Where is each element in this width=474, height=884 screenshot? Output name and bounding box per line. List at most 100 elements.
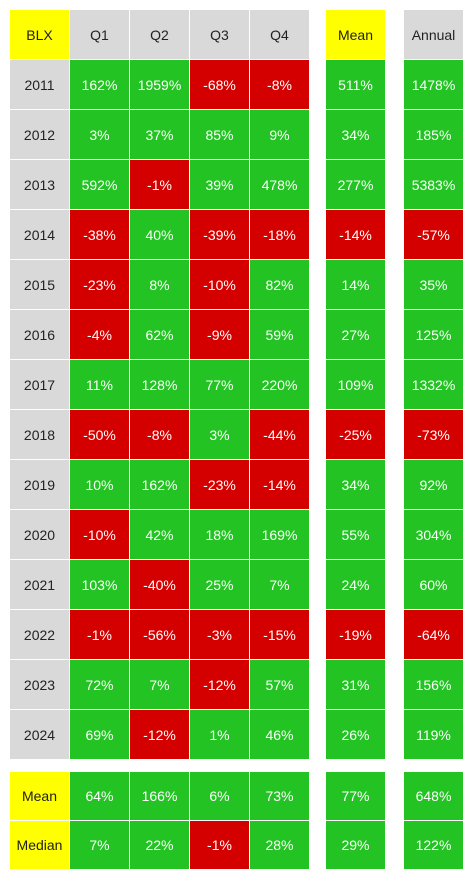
- return-cell: -14%: [250, 460, 310, 510]
- return-cell: 82%: [250, 260, 310, 310]
- return-cell: 10%: [70, 460, 130, 510]
- return-cell: -56%: [130, 610, 190, 660]
- quarter-header-q3: Q3: [190, 10, 250, 60]
- return-cell: -1%: [70, 610, 130, 660]
- return-cell: 40%: [130, 210, 190, 260]
- return-cell: -68%: [190, 60, 250, 110]
- ticker-header: BLX: [10, 10, 70, 60]
- year-label: 2011: [10, 60, 70, 110]
- stat-cell: 73%: [250, 772, 310, 821]
- return-cell: 7%: [250, 560, 310, 610]
- stat-annual-cell: 648%: [404, 772, 464, 821]
- year-label: 2019: [10, 460, 70, 510]
- return-cell: 77%: [190, 360, 250, 410]
- row-mean-cell: -19%: [326, 610, 386, 660]
- annual-return-cell: 1332%: [404, 360, 464, 410]
- return-cell: -3%: [190, 610, 250, 660]
- return-cell: 37%: [130, 110, 190, 160]
- return-cell: -8%: [250, 60, 310, 110]
- stat-cell: 7%: [70, 821, 130, 870]
- return-cell: 59%: [250, 310, 310, 360]
- row-mean-cell: 511%: [326, 60, 386, 110]
- return-cell: 25%: [190, 560, 250, 610]
- year-label: 2021: [10, 560, 70, 610]
- year-label: 2015: [10, 260, 70, 310]
- row-mean-cell: 24%: [326, 560, 386, 610]
- year-label: 2018: [10, 410, 70, 460]
- return-cell: 62%: [130, 310, 190, 360]
- return-cell: -38%: [70, 210, 130, 260]
- row-mean-cell: 277%: [326, 160, 386, 210]
- stat-mean-cell: 29%: [326, 821, 386, 870]
- return-cell: -23%: [190, 460, 250, 510]
- stat-label-median: Median: [10, 821, 70, 870]
- return-cell: -44%: [250, 410, 310, 460]
- annual-header: Annual: [404, 10, 464, 60]
- return-cell: -40%: [130, 560, 190, 610]
- return-cell: -23%: [70, 260, 130, 310]
- row-mean-cell: 31%: [326, 660, 386, 710]
- return-cell: -4%: [70, 310, 130, 360]
- return-cell: 3%: [70, 110, 130, 160]
- return-cell: 3%: [190, 410, 250, 460]
- stat-annual-cell: 122%: [404, 821, 464, 870]
- annual-return-cell: 119%: [404, 710, 464, 760]
- return-cell: -8%: [130, 410, 190, 460]
- row-mean-cell: 109%: [326, 360, 386, 410]
- year-label: 2013: [10, 160, 70, 210]
- return-cell: 46%: [250, 710, 310, 760]
- row-mean-cell: 26%: [326, 710, 386, 760]
- stat-cell: -1%: [190, 821, 250, 870]
- return-cell: -10%: [190, 260, 250, 310]
- return-cell: 85%: [190, 110, 250, 160]
- return-cell: 592%: [70, 160, 130, 210]
- annual-return-cell: 156%: [404, 660, 464, 710]
- year-label: 2022: [10, 610, 70, 660]
- return-cell: 162%: [130, 460, 190, 510]
- return-cell: -1%: [130, 160, 190, 210]
- return-cell: 220%: [250, 360, 310, 410]
- quarter-header-q1: Q1: [70, 10, 130, 60]
- annual-return-cell: 92%: [404, 460, 464, 510]
- year-label: 2012: [10, 110, 70, 160]
- return-cell: 69%: [70, 710, 130, 760]
- year-label: 2016: [10, 310, 70, 360]
- stat-cell: 22%: [130, 821, 190, 870]
- return-cell: 1%: [190, 710, 250, 760]
- stat-cell: 28%: [250, 821, 310, 870]
- annual-return-cell: 125%: [404, 310, 464, 360]
- return-cell: 18%: [190, 510, 250, 560]
- annual-return-cell: 304%: [404, 510, 464, 560]
- row-mean-cell: 34%: [326, 460, 386, 510]
- stat-cell: 166%: [130, 772, 190, 821]
- return-cell: 103%: [70, 560, 130, 610]
- return-cell: -12%: [130, 710, 190, 760]
- return-cell: 42%: [130, 510, 190, 560]
- quarter-header-q4: Q4: [250, 10, 310, 60]
- return-cell: -9%: [190, 310, 250, 360]
- year-label: 2017: [10, 360, 70, 410]
- year-label: 2020: [10, 510, 70, 560]
- return-cell: -10%: [70, 510, 130, 560]
- annual-return-cell: 1478%: [404, 60, 464, 110]
- row-mean-cell: 27%: [326, 310, 386, 360]
- return-cell: 72%: [70, 660, 130, 710]
- return-cell: -39%: [190, 210, 250, 260]
- return-cell: 8%: [130, 260, 190, 310]
- return-cell: -15%: [250, 610, 310, 660]
- return-cell: -50%: [70, 410, 130, 460]
- return-cell: 39%: [190, 160, 250, 210]
- quarter-header-q2: Q2: [130, 10, 190, 60]
- annual-return-cell: -64%: [404, 610, 464, 660]
- return-cell: 9%: [250, 110, 310, 160]
- stat-cell: 6%: [190, 772, 250, 821]
- stat-label-mean: Mean: [10, 772, 70, 821]
- row-mean-cell: -14%: [326, 210, 386, 260]
- annual-return-cell: -57%: [404, 210, 464, 260]
- row-mean-cell: 34%: [326, 110, 386, 160]
- return-cell: 57%: [250, 660, 310, 710]
- mean-header: Mean: [326, 10, 386, 60]
- stat-cell: 64%: [70, 772, 130, 821]
- return-cell: 162%: [70, 60, 130, 110]
